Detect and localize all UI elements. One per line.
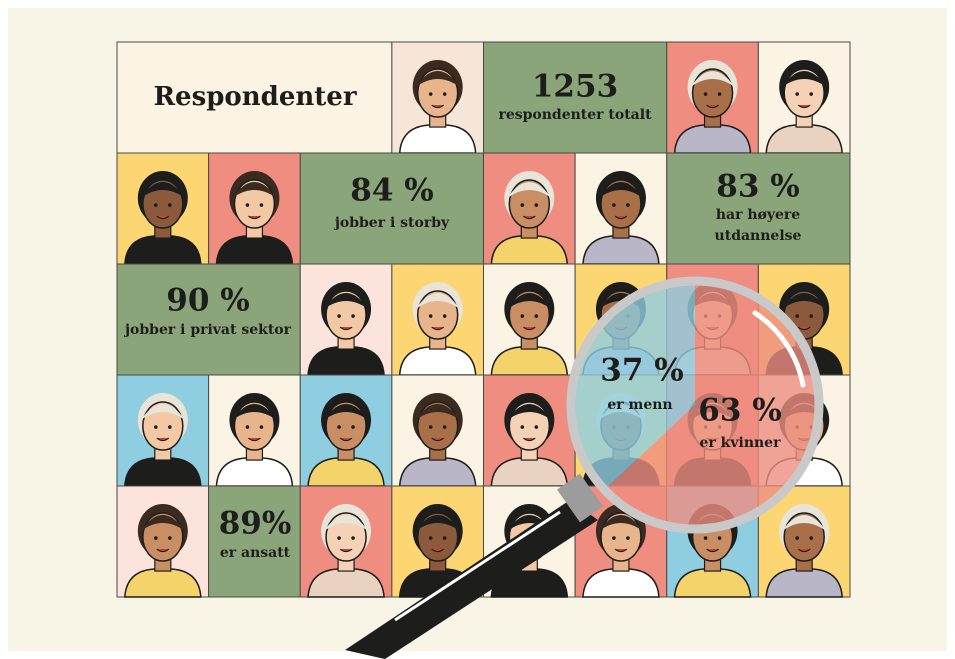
portrait-eye [521,203,525,207]
portrait-eye [626,203,630,207]
portrait-eye [718,92,722,96]
stat-label: jobber i storby [333,215,450,231]
infographic: Respondenter 1253 respondenter totalt 84… [0,0,955,659]
portrait-eye [809,314,813,318]
cell [117,264,300,375]
portrait-eye [612,203,616,207]
portrait-eye [443,314,447,318]
stat-number: 90 % [166,283,249,319]
portrait-eye [260,425,264,429]
title: Respondenter [153,82,356,112]
gender-number: 37 % [600,353,683,389]
stat-number: 1253 [532,69,618,105]
portrait-eye [429,314,433,318]
portrait-eye [154,536,158,540]
portrait-eye [443,536,447,540]
stat-label: har høyere [716,207,800,223]
portrait-eye [154,203,158,207]
portrait-eye [535,314,539,318]
stat-number: 89% [219,506,292,542]
stat-label: jobber i privat sektor [123,322,292,338]
portrait-eye [443,425,447,429]
portrait-eye [704,92,708,96]
portrait-eye [429,536,433,540]
portrait-eye [351,314,355,318]
portrait-eye [612,536,616,540]
portrait-eye [337,314,341,318]
portrait-eye [521,314,525,318]
portrait-eye [704,536,708,540]
cell [300,153,483,264]
stat-label: er ansatt [220,545,291,561]
portrait-eye [443,92,447,96]
portrait-eye [535,425,539,429]
stat-label: utdannelse [715,228,802,244]
portrait-eye [795,92,799,96]
portrait-eye [809,92,813,96]
portrait-eye [535,203,539,207]
portrait-eye [351,536,355,540]
portrait-eye [626,536,630,540]
portrait-eye [351,425,355,429]
portrait-eye [260,203,264,207]
portrait-eye [429,425,433,429]
portrait-eye [168,536,172,540]
portrait-eye [718,536,722,540]
gender-number: 63 % [698,393,781,429]
portrait-eye [429,92,433,96]
portrait-eye [168,425,172,429]
portrait-eye [809,536,813,540]
portrait-eye [795,536,799,540]
portrait-eye [337,536,341,540]
portrait-eye [246,425,250,429]
stat-label: respondenter totalt [498,107,652,123]
portrait-eye [795,314,799,318]
portrait-eye [521,425,525,429]
portrait-eye [337,425,341,429]
stat-number: 84 % [350,173,433,209]
portrait-eye [246,203,250,207]
gender-label: er kvinner [700,435,782,451]
cell [209,486,301,597]
portrait-eye [154,425,158,429]
stat-number: 83 % [716,169,799,205]
gender-label: er menn [607,397,672,413]
portrait-eye [168,203,172,207]
